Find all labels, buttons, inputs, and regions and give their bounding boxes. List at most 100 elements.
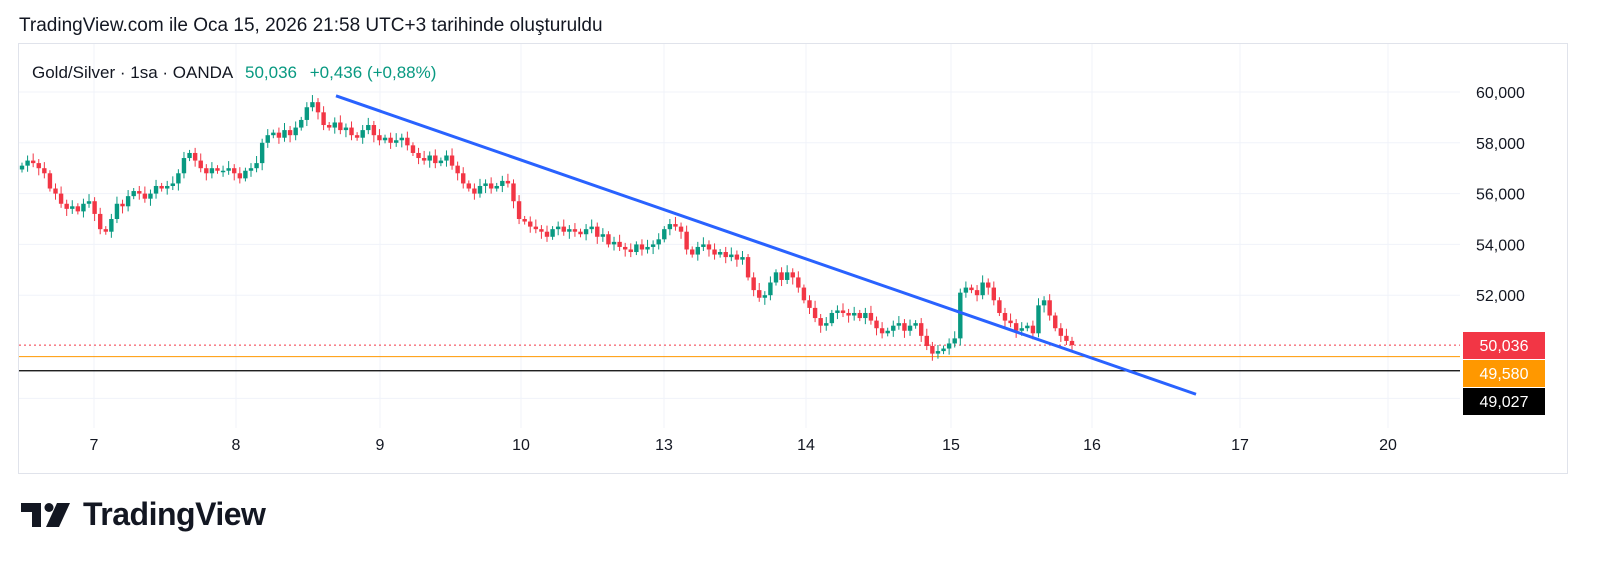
candle-body: [762, 295, 768, 298]
candle-body: [1064, 335, 1069, 341]
candle-body: [829, 312, 835, 324]
candle-body: [125, 196, 131, 207]
tradingview-logo-icon: [21, 502, 70, 527]
candle-body: [494, 185, 499, 189]
candle-body: [963, 287, 969, 293]
price-levels: [19, 344, 1460, 372]
x-tick-label: 14: [797, 437, 815, 454]
candle-body: [946, 343, 952, 349]
candle-body: [919, 323, 924, 336]
candle-body: [695, 246, 700, 255]
candle-body: [1025, 325, 1030, 329]
candle-body: [321, 112, 326, 126]
candle-body: [1069, 340, 1075, 346]
candle-body: [818, 318, 823, 326]
candle-body: [751, 277, 756, 291]
candle-body: [796, 277, 801, 288]
candle-body: [997, 300, 1002, 313]
price-axis: 60,000 58,000 56,000 54,000 52,000: [1476, 85, 1525, 305]
candle-body: [265, 135, 270, 143]
time-axis: 7 8 9 10 13 14 15 16 17 20: [90, 437, 1397, 454]
candle-body: [209, 168, 215, 174]
candle-body: [907, 325, 913, 331]
candle-body: [153, 185, 159, 194]
candle-body: [595, 226, 600, 237]
candle-body: [192, 152, 198, 161]
x-tick-label: 17: [1231, 437, 1249, 454]
candle-body: [645, 246, 650, 250]
candle-body: [634, 244, 639, 253]
candle-body: [377, 135, 382, 141]
candle-body: [97, 213, 103, 230]
candle-body: [47, 173, 53, 189]
candle-body: [237, 173, 243, 179]
candle-body: [19, 165, 25, 170]
x-tick-label: 8: [232, 437, 241, 454]
price-badge-label: 49,027: [1480, 394, 1529, 411]
candle-body: [215, 168, 220, 171]
candle-body: [120, 203, 125, 207]
candle-body: [757, 290, 762, 298]
candle-body: [980, 282, 985, 296]
legend-change: +0,436 (+0,88%): [309, 63, 437, 82]
candle-body: [851, 312, 857, 316]
candle-body: [639, 244, 645, 250]
price-badge-label: 50,036: [1480, 338, 1529, 355]
x-tick-label: 9: [376, 437, 385, 454]
candle-body: [165, 185, 170, 189]
symbol-legend[interactable]: Gold/Silver · 1sa · OANDA 50,036 +0,436 …: [32, 63, 436, 83]
candle-body: [991, 287, 997, 301]
candle-body: [1013, 323, 1019, 331]
candle-body: [226, 168, 231, 171]
candle-body: [30, 160, 36, 164]
candle-body: [930, 346, 935, 354]
candle-body: [717, 252, 723, 255]
candle-body: [662, 229, 667, 240]
candle-body: [326, 125, 332, 128]
candle-body: [768, 282, 773, 296]
x-tick-label: 15: [942, 437, 960, 454]
candle-body: [388, 137, 393, 143]
candle-body: [824, 323, 829, 326]
candle-body: [427, 155, 432, 161]
x-tick-label: 7: [90, 437, 99, 454]
trendline: [335, 94, 1197, 396]
candle-body: [433, 155, 438, 164]
candle-body: [310, 102, 315, 108]
candle-body: [734, 254, 740, 260]
candle-body: [913, 323, 918, 326]
candle-body: [522, 219, 527, 222]
candle-body: [142, 193, 148, 199]
candle-body: [706, 244, 712, 250]
candle-body: [723, 252, 728, 258]
candle-body: [343, 127, 349, 131]
candle-body: [176, 173, 181, 184]
candle-body: [583, 229, 589, 235]
candle-body: [550, 229, 555, 237]
candle-body: [528, 221, 533, 227]
candle-body: [1053, 315, 1058, 329]
tradingview-logo[interactable]: TradingView: [21, 496, 266, 533]
candle-body: [220, 170, 226, 173]
candle-body: [449, 155, 455, 166]
candle-body: [516, 201, 522, 219]
candle-body: [879, 328, 885, 334]
candle-body: [299, 119, 304, 128]
candle-body: [248, 168, 254, 171]
candle-body: [137, 191, 142, 194]
candle-body: [405, 137, 410, 146]
candle-body: [159, 185, 164, 189]
price-badges: 50,036 49,580 49,027: [1463, 332, 1545, 415]
candle-body: [477, 185, 483, 194]
chart-frame[interactable]: [18, 43, 1568, 474]
candle-body: [835, 310, 840, 313]
candle-body: [561, 226, 566, 232]
candle-body: [1047, 300, 1052, 316]
candle-body: [109, 219, 114, 232]
price-badge-label: 49,580: [1480, 366, 1529, 383]
candle-body: [589, 226, 594, 230]
candle-body: [572, 229, 578, 232]
candle-body: [1058, 328, 1064, 336]
candle-body: [840, 310, 846, 313]
